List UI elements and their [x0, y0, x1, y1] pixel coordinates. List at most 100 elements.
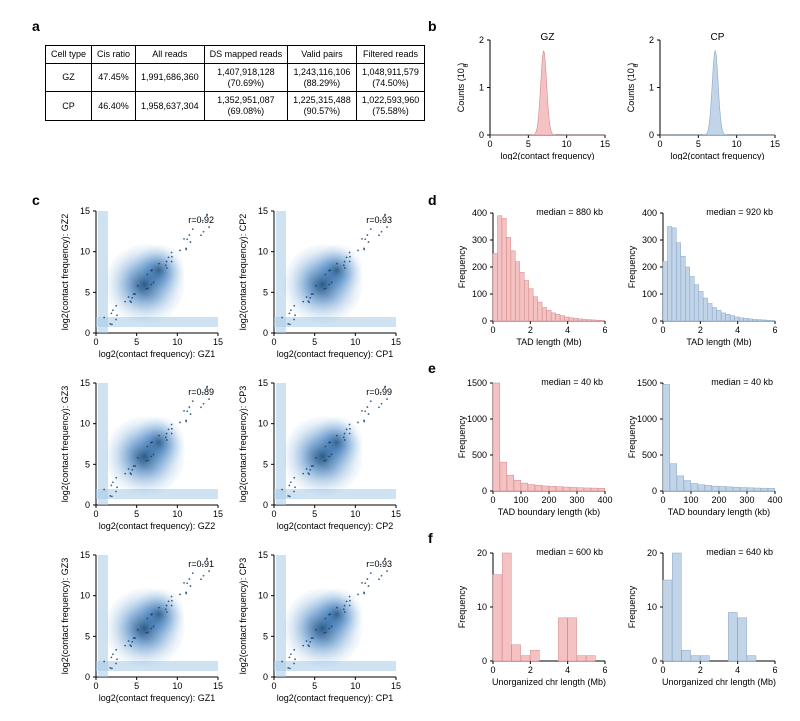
scatter-5: 051015051015log2(contact frequency): CP1…: [236, 547, 406, 712]
svg-text:0: 0: [490, 325, 495, 335]
svg-text:0: 0: [263, 328, 268, 338]
hist-TAD-boundary-length-kb--1: 0100200300400050010001500TAD boundary le…: [625, 375, 785, 525]
svg-text:TAD length (Mb): TAD length (Mb): [686, 337, 751, 347]
svg-text:0: 0: [490, 665, 495, 675]
svg-text:5: 5: [134, 337, 139, 347]
svg-text:200: 200: [541, 495, 556, 505]
svg-text:15: 15: [213, 509, 223, 519]
svg-text:6: 6: [772, 665, 777, 675]
svg-text:Frequency: Frequency: [627, 245, 637, 288]
svg-text:0: 0: [93, 509, 98, 519]
svg-text:400: 400: [472, 208, 487, 218]
svg-text:300: 300: [642, 235, 657, 245]
svg-text:10: 10: [477, 602, 487, 612]
svg-text:4: 4: [735, 665, 740, 675]
svg-text:400: 400: [767, 495, 782, 505]
svg-text:0: 0: [660, 665, 665, 675]
scatter-0: 051015051015log2(contact frequency): GZ1…: [58, 203, 228, 368]
svg-text:5: 5: [696, 139, 701, 149]
hist-Unorganized-chr-length-Mb--0: 024601020Unorganized chr length (Mb)Freq…: [455, 545, 615, 695]
svg-text:5: 5: [312, 681, 317, 691]
col-filtered: Filtered reads: [356, 46, 425, 64]
svg-text:0: 0: [85, 328, 90, 338]
svg-text:15: 15: [600, 139, 610, 149]
svg-text:100: 100: [513, 495, 528, 505]
svg-text:0: 0: [482, 316, 487, 326]
svg-text:r=0.99: r=0.99: [366, 387, 392, 397]
svg-text:log2(contact frequency): CP2: log2(contact frequency): CP2: [238, 214, 248, 331]
svg-text:Frequency: Frequency: [627, 415, 637, 458]
hist-Unorganized-chr-length-Mb--1: 024601020Unorganized chr length (Mb)Freq…: [625, 545, 785, 695]
svg-text:0: 0: [85, 500, 90, 510]
svg-text:log2(contact frequency): GZ2: log2(contact frequency): GZ2: [99, 521, 216, 531]
svg-text:10: 10: [172, 509, 182, 519]
svg-text:6: 6: [602, 325, 607, 335]
svg-text:15: 15: [770, 139, 780, 149]
svg-text:r=0.93: r=0.93: [366, 559, 392, 569]
svg-text:GZ: GZ: [541, 32, 555, 43]
svg-text:0: 0: [657, 139, 662, 149]
panel-label-d: d: [428, 192, 437, 208]
svg-text:1000: 1000: [467, 414, 487, 424]
col-allreads: All reads: [136, 46, 205, 64]
svg-text:5: 5: [526, 139, 531, 149]
contact-hist-GZ: 051015012log2(contact frequency)GZCounts…: [455, 30, 615, 160]
svg-text:20: 20: [647, 548, 657, 558]
table-row: CP 46.40% 1,958,637,304 1,352,951,087 (6…: [46, 92, 425, 121]
col-celltype: Cell type: [46, 46, 92, 64]
svg-text:TAD boundary length (kb): TAD boundary length (kb): [668, 507, 770, 517]
svg-text:r=0.89: r=0.89: [188, 387, 214, 397]
scatter-4: 051015051015log2(contact frequency): GZ1…: [58, 547, 228, 712]
svg-text:4: 4: [735, 325, 740, 335]
svg-text:10: 10: [80, 591, 90, 601]
svg-text:2: 2: [528, 665, 533, 675]
svg-text:Frequency: Frequency: [457, 415, 467, 458]
svg-text:4: 4: [565, 665, 570, 675]
svg-text:log2(contact frequency): CP1: log2(contact frequency): CP1: [277, 349, 394, 359]
svg-text:1: 1: [649, 83, 654, 93]
svg-text:0: 0: [652, 316, 657, 326]
svg-text:100: 100: [683, 495, 698, 505]
svg-text:300: 300: [739, 495, 754, 505]
table-row: GZ 47.45% 1,991,686,360 1,407,918,128 (7…: [46, 63, 425, 92]
svg-text:median = 40 kb: median = 40 kb: [541, 377, 603, 387]
svg-text:r=0.92: r=0.92: [188, 215, 214, 225]
svg-text:15: 15: [391, 509, 401, 519]
svg-text:0: 0: [271, 337, 276, 347]
svg-text:log2(contact frequency): CP1: log2(contact frequency): CP1: [277, 693, 394, 703]
svg-text:TAD length (Mb): TAD length (Mb): [516, 337, 581, 347]
svg-text:10: 10: [732, 139, 742, 149]
svg-text:2: 2: [698, 325, 703, 335]
col-cisratio: Cis ratio: [92, 46, 136, 64]
svg-text:5: 5: [263, 631, 268, 641]
svg-text:200: 200: [642, 262, 657, 272]
panel-label-c: c: [32, 192, 40, 208]
svg-text:15: 15: [258, 550, 268, 560]
svg-text:15: 15: [213, 337, 223, 347]
svg-text:15: 15: [80, 550, 90, 560]
svg-text:5: 5: [134, 681, 139, 691]
svg-text:10: 10: [80, 247, 90, 257]
svg-text:10: 10: [172, 337, 182, 347]
svg-text:log2(contact frequency): GZ1: log2(contact frequency): GZ1: [99, 349, 216, 359]
svg-text:Unorganized chr length (Mb): Unorganized chr length (Mb): [492, 677, 606, 687]
svg-text:1: 1: [479, 83, 484, 93]
svg-text:400: 400: [642, 208, 657, 218]
svg-text:0: 0: [271, 509, 276, 519]
svg-text:300: 300: [569, 495, 584, 505]
svg-text:5: 5: [312, 337, 317, 347]
svg-text:0: 0: [271, 681, 276, 691]
scatter-3: 051015051015log2(contact frequency): CP2…: [236, 375, 406, 540]
svg-text:Unorganized chr length (Mb): Unorganized chr length (Mb): [662, 677, 776, 687]
hist-TAD-length-Mb--0: 02460100200300400TAD length (Mb)Frequenc…: [455, 205, 615, 355]
svg-text:10: 10: [172, 681, 182, 691]
svg-text:0: 0: [85, 672, 90, 682]
svg-text:5: 5: [263, 287, 268, 297]
svg-text:500: 500: [642, 450, 657, 460]
scatter-2: 051015051015log2(contact frequency): GZ2…: [58, 375, 228, 540]
svg-text:15: 15: [258, 378, 268, 388]
col-validpairs: Valid pairs: [288, 46, 357, 64]
svg-text:2: 2: [528, 325, 533, 335]
svg-text:median = 640 kb: median = 640 kb: [706, 547, 773, 557]
svg-text:5: 5: [85, 287, 90, 297]
